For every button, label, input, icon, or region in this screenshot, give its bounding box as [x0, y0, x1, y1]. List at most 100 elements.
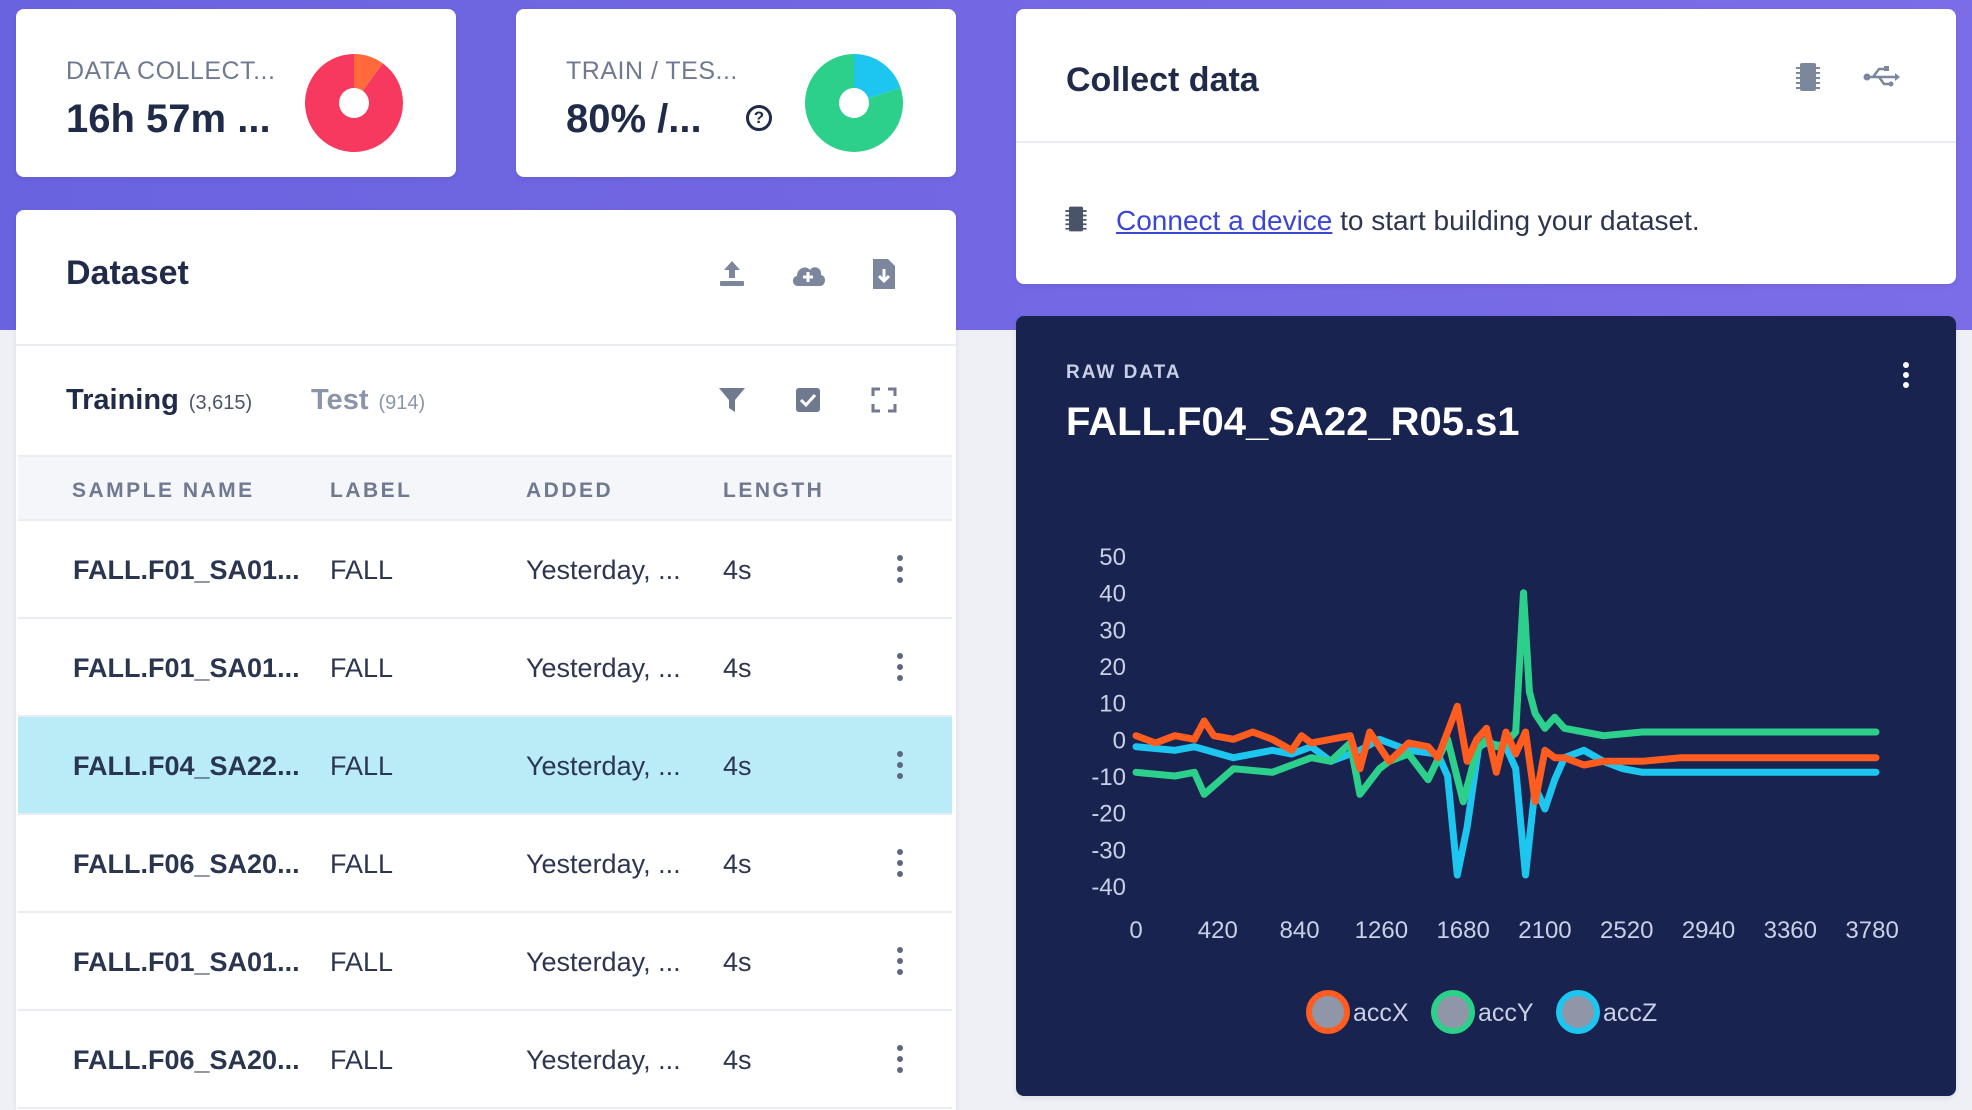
train-test-donut — [805, 54, 903, 152]
column-added[interactable]: ADDED — [526, 479, 614, 502]
table-row-selected[interactable]: FALL.F04_SA22... FALL Yesterday, ... 4s — [18, 717, 952, 815]
row-menu-icon[interactable] — [890, 845, 910, 881]
sample-length: 4s — [723, 555, 752, 585]
x-tick-label: 1260 — [1355, 917, 1408, 944]
table-row[interactable]: FALL.F01_SA01... FALL Yesterday, ... 4s — [18, 913, 952, 1011]
sample-name: FALL.F06_SA20... — [73, 849, 300, 879]
download-file-icon[interactable] — [864, 254, 904, 294]
row-menu-icon[interactable] — [890, 1041, 910, 1077]
data-collected-value: 16h 57m ... — [66, 97, 271, 141]
sample-length: 4s — [723, 1045, 752, 1075]
sample-added: Yesterday, ... — [526, 653, 681, 683]
collect-data-title: Collect data — [1066, 61, 1259, 99]
sample-length: 4s — [723, 849, 752, 879]
sample-added: Yesterday, ... — [526, 1045, 681, 1075]
sample-name: FALL.F06_SA20... — [73, 1045, 300, 1075]
x-tick-label: 0 — [1129, 917, 1142, 944]
sample-name: FALL.F04_SA22... — [73, 751, 300, 781]
train-test-donut-slice — [854, 54, 901, 103]
row-menu-icon[interactable] — [890, 649, 910, 685]
row-menu-icon[interactable] — [890, 943, 910, 979]
connect-device-link[interactable]: Connect a device — [1116, 205, 1333, 236]
y-tick-label: -30 — [1091, 837, 1126, 864]
train-test-split-card: TRAIN / TES... 80% /... ? — [516, 9, 956, 177]
x-tick-label: 3360 — [1764, 917, 1817, 944]
help-icon[interactable]: ? — [746, 105, 772, 131]
sample-name: FALL.F01_SA01... — [73, 555, 300, 585]
y-tick-label: 50 — [1099, 544, 1126, 571]
usb-icon[interactable] — [1862, 57, 1902, 97]
dataset-title: Dataset — [66, 254, 189, 292]
sample-length: 4s — [723, 653, 752, 683]
expand-icon[interactable] — [864, 380, 904, 420]
train-test-donut-hole — [839, 88, 869, 118]
table-row[interactable]: FALL.F01_SA01... FALL Yesterday, ... 4s — [18, 619, 952, 717]
cloud-add-icon[interactable] — [788, 254, 828, 294]
raw-data-card: RAW DATA FALL.F04_SA22_R05.s1 50 40 30 20 10… — [1016, 316, 1956, 1096]
train-test-label: TRAIN / TES... — [566, 57, 738, 85]
data-collected-card: DATA COLLECT... 16h 57m ... — [16, 9, 456, 177]
data-collected-donut-hole — [339, 88, 369, 118]
row-menu-icon[interactable] — [890, 551, 910, 587]
tab-training-count: (3,615) — [188, 392, 253, 414]
sample-label: FALL — [330, 1045, 394, 1075]
sample-added: Yesterday, ... — [526, 555, 681, 585]
legend-item-accY[interactable]: accY — [1431, 990, 1534, 1034]
legend-label: accX — [1353, 999, 1409, 1027]
legend-swatch — [1556, 990, 1600, 1034]
y-tick-label: 30 — [1099, 617, 1126, 644]
filter-icon[interactable] — [712, 380, 752, 420]
checkbox-icon[interactable] — [788, 380, 828, 420]
table-row[interactable]: FALL.F06_SA20... FALL Yesterday, ... 4s — [18, 815, 952, 913]
raw-data-title: FALL.F04_SA22_R05.s1 — [1066, 400, 1520, 444]
table-header: SAMPLE NAME LABEL ADDED LENGTH — [18, 455, 952, 521]
raw-data-menu-icon[interactable] — [1896, 362, 1916, 388]
legend-label: accZ — [1603, 999, 1657, 1027]
tab-test[interactable]: Test (914) — [311, 384, 425, 417]
data-collected-donut — [305, 54, 403, 152]
legend-label: accY — [1478, 999, 1534, 1027]
sample-added: Yesterday, ... — [526, 751, 681, 781]
row-menu-icon[interactable] — [890, 747, 910, 783]
sample-added: Yesterday, ... — [526, 849, 681, 879]
legend-item-accX[interactable]: accX — [1306, 990, 1409, 1034]
sample-added: Yesterday, ... — [526, 947, 681, 977]
y-tick-label: -40 — [1091, 874, 1126, 901]
series-line-accX — [1132, 702, 1880, 806]
sample-label: FALL — [330, 653, 394, 683]
sample-label: FALL — [330, 751, 394, 781]
y-tick-label: 40 — [1099, 581, 1126, 608]
x-tick-label: 2940 — [1682, 917, 1735, 944]
x-tick-label: 2520 — [1600, 917, 1653, 944]
sample-label: FALL — [330, 555, 394, 585]
collect-divider — [1016, 141, 1956, 143]
column-label[interactable]: LABEL — [330, 479, 413, 502]
y-tick-label: -20 — [1091, 801, 1126, 828]
table-row[interactable]: FALL.F01_SA01... FALL Yesterday, ... 4s — [18, 521, 952, 619]
collect-data-card: Collect data Connect a device to start b… — [1016, 9, 1956, 284]
column-length[interactable]: LENGTH — [723, 479, 825, 502]
sample-name: FALL.F01_SA01... — [73, 947, 300, 977]
dataset-header-divider — [16, 344, 956, 346]
collect-data-message: Connect a device to start building your … — [1116, 205, 1700, 237]
chip-icon — [1056, 199, 1096, 239]
column-sample-name[interactable]: SAMPLE NAME — [72, 479, 255, 502]
y-tick-label: 20 — [1099, 654, 1126, 681]
x-tick-label: 840 — [1280, 917, 1320, 944]
legend-swatch — [1306, 990, 1350, 1034]
sample-length: 4s — [723, 751, 752, 781]
tab-training[interactable]: Training (3,615) — [66, 384, 252, 417]
y-tick-label: -10 — [1091, 764, 1126, 791]
legend-item-accZ[interactable]: accZ — [1556, 990, 1657, 1034]
tab-test-count: (914) — [378, 392, 426, 414]
y-tick-label: 0 — [1113, 727, 1126, 754]
x-tick-label: 2100 — [1518, 917, 1571, 944]
chip-icon[interactable] — [1788, 57, 1828, 97]
sample-label: FALL — [330, 849, 394, 879]
legend-swatch — [1431, 990, 1475, 1034]
upload-icon[interactable] — [712, 254, 752, 294]
x-tick-label: 3780 — [1845, 917, 1898, 944]
raw-data-kicker: RAW DATA — [1066, 362, 1182, 383]
table-row[interactable]: FALL.F06_SA20... FALL Yesterday, ... 4s — [18, 1011, 952, 1109]
